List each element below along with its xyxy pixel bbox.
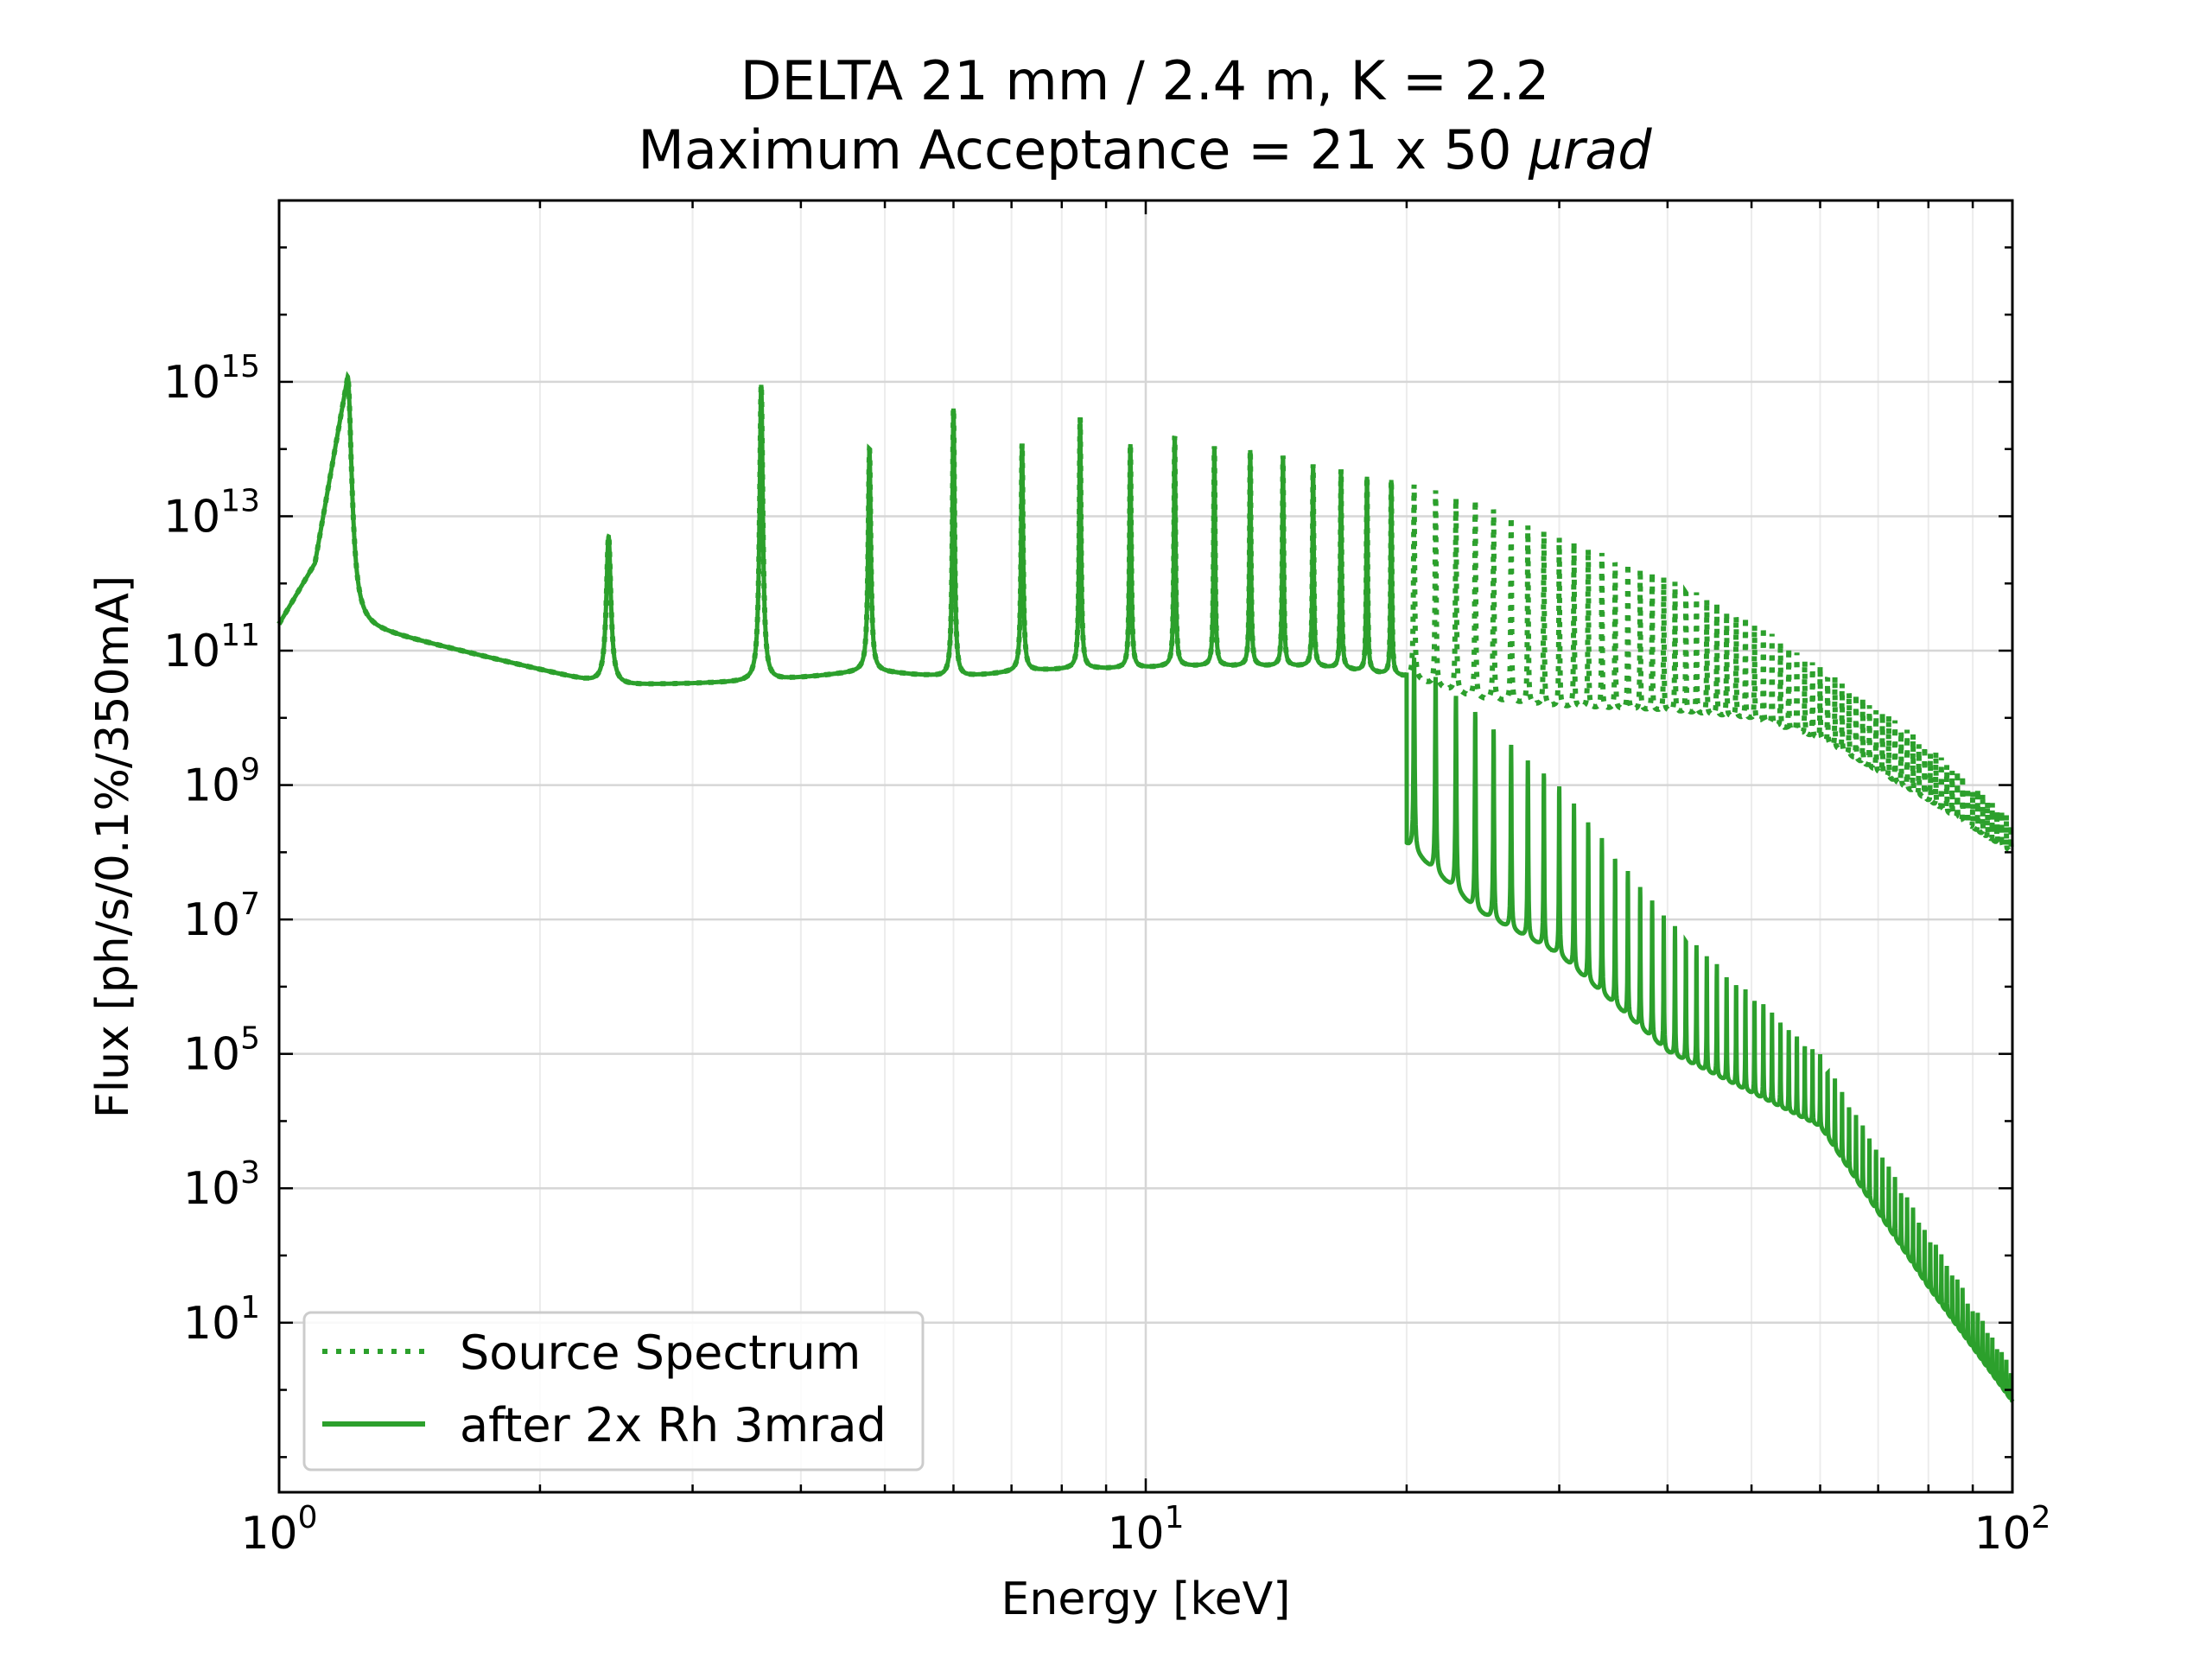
y-tick-exponent: 9 (240, 753, 260, 788)
series-line-source-spectrum (276, 370, 2015, 855)
series-line-after-rh-mirrors (276, 371, 2015, 1403)
y-tick-exponent: 15 (220, 349, 260, 385)
ticks (277, 200, 2014, 1492)
x-axis-label: Energy [keV] (1001, 1573, 1291, 1625)
legend: Source Spectrum after 2x Rh 3mrad (302, 1311, 925, 1471)
grid (279, 200, 2012, 1492)
chart-title-block: DELTA 21 mm / 2.4 m, K = 2.2 Maximum Acc… (638, 49, 1652, 181)
y-tick-base: 10 (183, 1029, 240, 1081)
y-tick-label: 107 (183, 887, 260, 946)
x-tick-label: 102 (1974, 1500, 2050, 1560)
x-tick-base: 10 (240, 1508, 297, 1560)
y-tick-label: 1015 (163, 349, 260, 409)
x-tick-exponent: 0 (298, 1500, 318, 1535)
x-tick-labels: 100 101 102 (240, 1500, 2050, 1560)
y-tick-base: 10 (183, 1163, 240, 1215)
y-tick-exponent: 1 (240, 1290, 260, 1325)
y-tick-label: 101 (183, 1290, 260, 1350)
legend-source-label: Source Spectrum (460, 1325, 861, 1380)
y-tick-base: 10 (163, 626, 220, 677)
chart-title: DELTA 21 mm / 2.4 m, K = 2.2 (741, 49, 1550, 112)
chart-subtitle-prefix: Maximum Acceptance = 21 x 50 (638, 118, 1529, 181)
y-tick-exponent: 7 (240, 887, 260, 922)
y-tick-label: 1011 (163, 618, 260, 677)
x-tick-label: 101 (1107, 1500, 1184, 1560)
x-tick-base: 10 (1107, 1508, 1164, 1560)
y-tick-base: 10 (163, 357, 220, 409)
y-tick-exponent: 13 (220, 483, 260, 518)
y-tick-base: 10 (183, 894, 240, 946)
y-tick-label: 105 (183, 1021, 260, 1081)
y-tick-base: 10 (163, 491, 220, 543)
y-tick-label: 103 (183, 1155, 260, 1215)
y-tick-base: 10 (183, 760, 240, 812)
y-axis-label: Flux [ph/s/0.1%/350mA] (87, 575, 139, 1118)
y-tick-label: 1013 (163, 483, 260, 543)
chart-subtitle-unit: μrad (1528, 118, 1652, 181)
legend-filtered-label: after 2x Rh 3mrad (460, 1398, 887, 1452)
series-layer (276, 370, 2015, 1403)
x-tick-base: 10 (1974, 1508, 2031, 1560)
x-tick-exponent: 2 (2031, 1500, 2051, 1535)
y-tick-exponent: 11 (220, 618, 260, 653)
y-tick-base: 10 (183, 1298, 240, 1350)
legend-box (302, 1311, 925, 1471)
chart-subtitle: Maximum Acceptance = 21 x 50 μrad (638, 118, 1652, 181)
y-tick-label: 109 (183, 753, 260, 812)
x-tick-label: 100 (240, 1500, 317, 1560)
x-tick-exponent: 1 (1165, 1500, 1185, 1535)
y-tick-exponent: 5 (240, 1021, 260, 1057)
y-tick-exponent: 3 (240, 1155, 260, 1191)
